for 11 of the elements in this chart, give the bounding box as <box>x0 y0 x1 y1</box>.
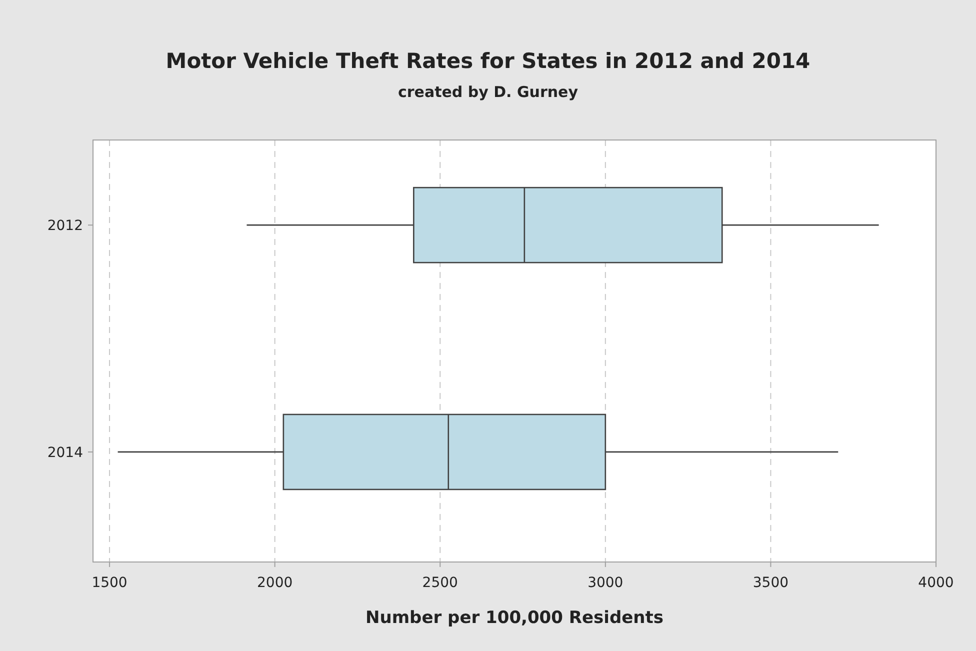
x-tick-label: 3500 <box>752 575 789 591</box>
x-axis-title: Number per 100,000 Residents <box>365 608 664 628</box>
x-tick-label: 2500 <box>422 575 458 591</box>
y-tick-label: 2014 <box>47 444 84 461</box>
x-tick-label: 1500 <box>92 575 128 591</box>
x-tick-label: 4000 <box>918 575 954 591</box>
y-tick-label: 2012 <box>47 218 83 234</box>
x-tick-label: 3000 <box>588 575 624 591</box>
chart-title: Motor Vehicle Theft Rates for States in 2012 and 2014 <box>166 49 810 73</box>
chart-subtitle: created by D. Gurney <box>398 83 578 101</box>
x-tick-label: 2000 <box>257 575 293 591</box>
